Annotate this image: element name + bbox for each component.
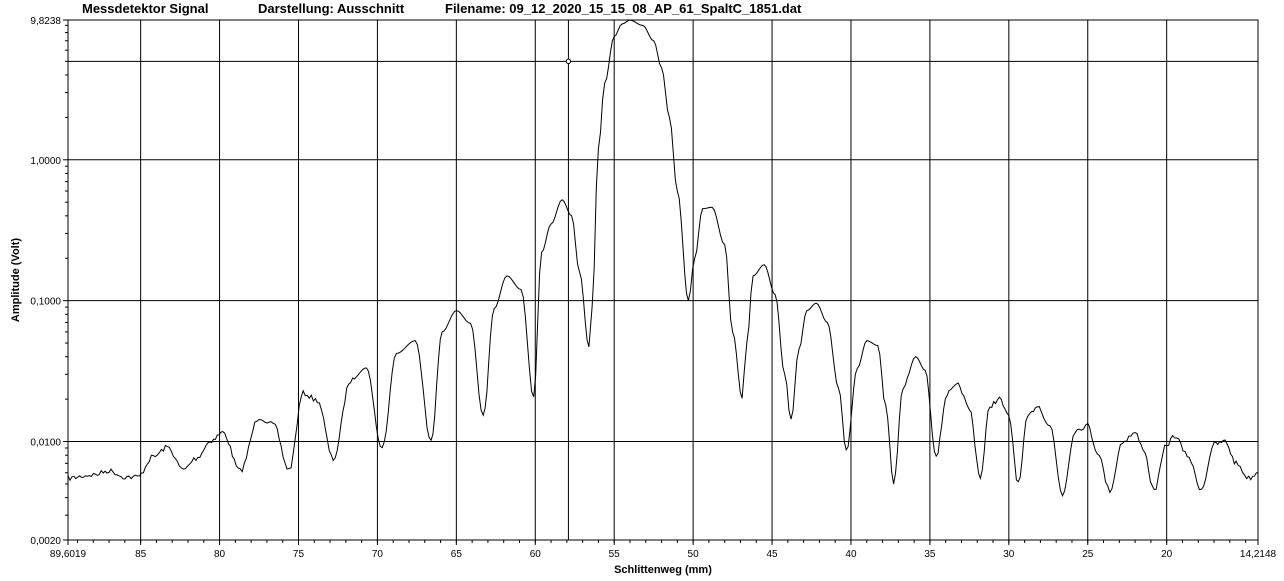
- y-axis-label: Amplitude (Volt): [10, 238, 22, 322]
- chart-title: Messdetektor Signal: [82, 1, 209, 16]
- x-tick-label: 85: [135, 549, 147, 560]
- x-tick-label: 60: [530, 549, 542, 560]
- plot-frame: [67, 19, 1259, 541]
- x-tick-label: 65: [451, 549, 463, 560]
- x-tick-label: 80: [214, 549, 226, 560]
- y-axis-ticks: 9,8238 1,0000 0,1000 0,0100 0,0020: [30, 16, 68, 547]
- x-tick-label: 75: [293, 549, 305, 560]
- y-tick-label: 9,8238: [30, 16, 61, 27]
- x-tick-label: 30: [1003, 549, 1015, 560]
- x-tick-label: 25: [1082, 549, 1094, 560]
- x-axis-label: Schlittenweg (mm): [614, 564, 712, 576]
- x-tick-label: 20: [1161, 549, 1173, 560]
- x-tick-label: 14,2148: [1240, 549, 1277, 560]
- x-axis-ticks: 89,6019 85 80 75 70 65 60 55 50 45 40 35 30 25 20 14,21…: [50, 540, 1277, 560]
- chart-header: Messdetektor Signal Darstellung: Ausschn…: [0, 0, 1284, 18]
- x-tick-label: 55: [609, 549, 621, 560]
- y-tick-label: 0,0100: [30, 438, 61, 449]
- y-tick-label: 0,1000: [30, 297, 61, 308]
- view-mode-label: Darstellung: Ausschnitt: [258, 1, 405, 16]
- x-tick-label: 50: [688, 549, 700, 560]
- filename-label: Filename: 09_12_2020_15_15_08_AP_61_Spal…: [445, 1, 802, 16]
- cursor-marker[interactable]: [565, 58, 572, 65]
- x-tick-label: 70: [372, 549, 384, 560]
- x-tick-label: 35: [924, 549, 936, 560]
- x-tick-label: 40: [845, 549, 857, 560]
- signal-series-line: [67, 19, 1259, 497]
- grid-lines: [68, 20, 1258, 540]
- x-tick-label: 45: [766, 549, 778, 560]
- x-tick-label: 89,6019: [50, 549, 87, 560]
- y-tick-label: 0,0020: [30, 536, 61, 547]
- y-tick-label: 1,0000: [30, 156, 61, 167]
